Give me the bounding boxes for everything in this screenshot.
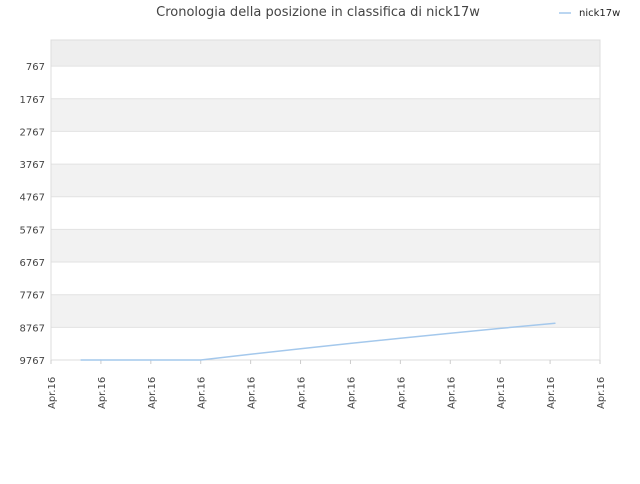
y-tick-label: 2767 (20, 127, 45, 138)
y-tick-label: 3767 (20, 160, 45, 171)
y-tick-label: 5767 (20, 225, 45, 236)
y-tick-label: 4767 (20, 193, 45, 204)
x-tick-label: Apr.16 (596, 377, 607, 409)
plot-band (51, 262, 600, 295)
y-tick-label: 7767 (20, 291, 45, 302)
data-point (100, 359, 102, 361)
data-point (80, 359, 82, 361)
plot-band (51, 196, 600, 230)
series-layer (80, 322, 556, 361)
y-axis: 767 1767 2767 3767 4767 5767 6767 7767 8767 9767 (20, 62, 45, 367)
data-point (449, 332, 451, 334)
x-tick-label: Apr.16 (97, 377, 108, 409)
x-tick-label: Apr.16 (297, 377, 308, 409)
legend[interactable]: nick17w (559, 8, 620, 19)
x-tick-label: Apr.16 (346, 377, 357, 409)
y-tick-label: 767 (26, 62, 45, 73)
plot-band (51, 327, 600, 360)
data-point (250, 353, 252, 355)
data-point (499, 327, 501, 330)
data-point (399, 337, 401, 339)
data-point (349, 342, 352, 345)
x-tick-label: Apr.16 (496, 377, 507, 409)
plot-band (51, 66, 600, 99)
x-axis: Apr.16 Apr.16 Apr.16 Apr.16 Apr.16 Apr.16 Apr.… (47, 360, 607, 409)
plot-band (51, 229, 600, 263)
plot-band (51, 294, 600, 328)
x-tick-label: Apr.16 (396, 377, 407, 409)
plot-band (51, 40, 600, 67)
x-tick-label: Apr.16 (546, 377, 557, 409)
y-tick-label: 9767 (20, 356, 45, 367)
plot-bands (51, 40, 600, 360)
chart-title: Cronologia della posizione in classifica… (156, 5, 480, 20)
y-tick-label: 8767 (20, 323, 45, 334)
data-point (554, 322, 556, 324)
y-tick-label: 1767 (20, 95, 45, 106)
plot-band (51, 98, 600, 132)
legend-label-nick17w: nick17w (579, 8, 620, 19)
data-point (299, 348, 302, 350)
x-tick-label: Apr.16 (247, 377, 258, 409)
data-point (150, 359, 152, 361)
x-tick-label: Apr.16 (197, 377, 208, 409)
plot-band (51, 131, 600, 165)
data-point (200, 359, 202, 361)
plot-band (51, 164, 600, 197)
x-tick-label: Apr.16 (47, 377, 58, 409)
y-tick-label: 6767 (20, 258, 45, 269)
x-tick-label: Apr.16 (446, 377, 457, 409)
plot-border (50, 39, 601, 361)
x-tick-label: Apr.16 (147, 377, 158, 409)
